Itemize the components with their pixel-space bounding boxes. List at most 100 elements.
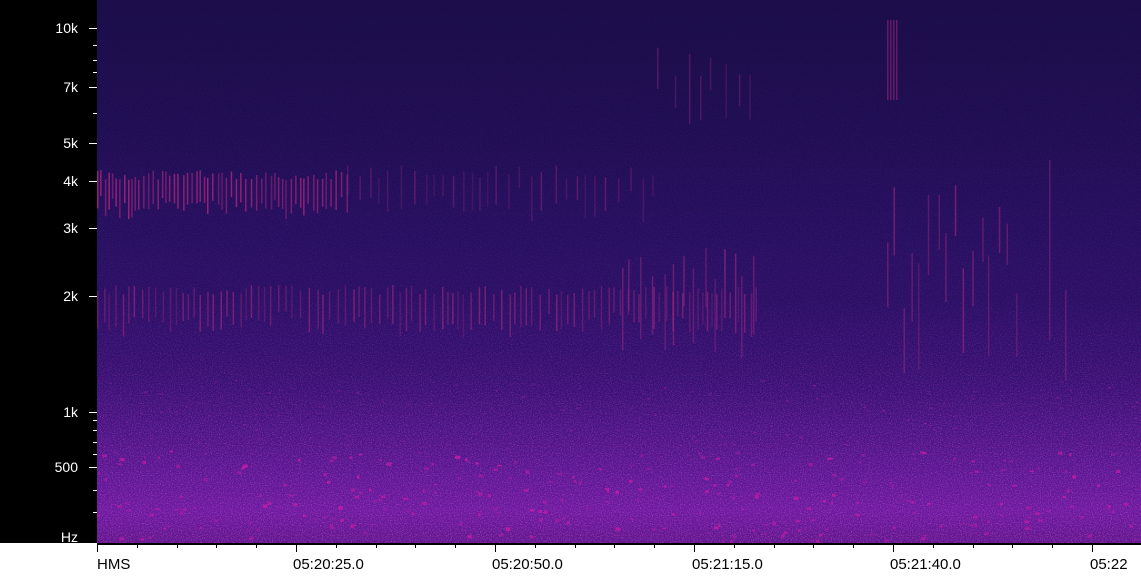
time-label: 05:21:40.0	[890, 556, 961, 573]
streak-3-7k	[138, 180, 140, 210]
freq-tick	[89, 296, 97, 297]
low-freq-speck	[630, 518, 635, 521]
mid-freq-speck	[214, 381, 219, 383]
mid-freq-speck	[924, 422, 927, 425]
mid-freq-speck	[366, 437, 369, 440]
low-freq-speck	[784, 531, 788, 534]
low-freq-speck	[119, 457, 125, 462]
low-freq-speck	[465, 458, 468, 462]
streak-2k	[285, 285, 287, 312]
low-freq-speck	[808, 463, 814, 467]
mid-freq-speck	[953, 415, 957, 417]
mid-freq-speck	[899, 440, 902, 442]
streak-3-7k	[347, 165, 349, 195]
low-freq-speck	[1107, 505, 1111, 508]
mid-freq-speck	[318, 412, 320, 415]
streak-right-high	[887, 20, 889, 100]
streak-3-7k	[604, 177, 607, 211]
low-freq-speck	[832, 473, 837, 477]
mid-freq-speck	[128, 446, 131, 449]
streak-mid	[692, 268, 695, 343]
low-freq-speck	[104, 478, 108, 482]
freq-tick	[89, 143, 97, 144]
low-freq-speck	[283, 483, 287, 487]
low-freq-speck	[586, 506, 589, 510]
low-freq-speck	[579, 480, 582, 485]
mid-freq-speck	[351, 415, 354, 418]
streak-2k	[462, 294, 465, 338]
freq-minor-tick	[93, 60, 97, 61]
mid-freq-speck	[732, 443, 736, 446]
streak-high	[700, 76, 702, 121]
mid-freq-speck	[435, 413, 438, 415]
spectrogram-display[interactable]	[97, 0, 1141, 543]
low-freq-speck	[1011, 484, 1017, 487]
time-minor-tick	[535, 543, 536, 548]
streak-3-7k	[191, 172, 193, 204]
low-freq-speck	[140, 538, 144, 541]
mid-freq-speck	[267, 392, 271, 394]
streak-right	[998, 207, 1001, 253]
low-freq-speck	[732, 496, 735, 500]
mid-freq-speck	[495, 390, 498, 392]
streak-mid	[672, 264, 675, 346]
low-freq-speck	[340, 519, 344, 522]
low-freq-speck	[117, 505, 123, 508]
streak-2k	[299, 290, 302, 318]
low-freq-speck	[782, 533, 786, 536]
streak-2k	[688, 291, 691, 333]
mid-freq-speck	[548, 445, 551, 447]
low-freq-speck	[256, 528, 260, 531]
low-freq-speck	[529, 509, 535, 512]
streak-high	[657, 47, 659, 89]
streak-2k	[128, 286, 130, 324]
low-freq-speck	[884, 539, 890, 542]
time-minor-tick	[177, 543, 178, 548]
mid-freq-speck	[1108, 387, 1112, 389]
streak-high	[725, 64, 727, 118]
mid-freq-speck	[248, 389, 251, 391]
low-freq-speck	[712, 484, 718, 487]
low-freq-speck	[735, 467, 739, 471]
mid-freq-speck	[235, 380, 238, 382]
low-freq-speck	[182, 508, 187, 512]
mid-freq-speck	[637, 417, 641, 419]
low-freq-speck	[567, 521, 570, 525]
mid-freq-speck	[786, 400, 790, 402]
low-freq-speck	[705, 478, 709, 481]
low-freq-speck	[251, 536, 254, 539]
mid-freq-speck	[1135, 401, 1139, 404]
streak-mid	[714, 278, 716, 352]
mid-freq-speck	[204, 446, 207, 449]
mid-freq-speck	[833, 454, 837, 457]
mid-freq-speck	[255, 429, 259, 431]
mid-freq-speck	[520, 382, 524, 384]
low-freq-speck	[751, 463, 755, 467]
streak-isolated	[1049, 160, 1051, 340]
streak-2k	[638, 294, 640, 323]
mid-freq-speck	[454, 384, 458, 386]
low-freq-speck	[815, 539, 820, 543]
mid-freq-speck	[813, 385, 816, 387]
low-freq-speck	[987, 520, 990, 524]
low-freq-speck	[293, 503, 298, 507]
streak-3-7k	[321, 178, 324, 207]
time-minor-tick	[933, 543, 934, 548]
streak-2k	[581, 288, 584, 332]
streak-3-7k	[196, 171, 198, 204]
streak-2k	[750, 293, 753, 337]
mid-freq-speck	[277, 415, 280, 417]
streak-2k	[548, 288, 550, 314]
mid-freq-speck	[932, 428, 936, 431]
low-freq-speck	[338, 506, 343, 510]
mid-freq-speck	[683, 447, 687, 449]
mid-freq-speck	[115, 452, 119, 454]
mid-freq-speck	[356, 392, 359, 394]
streak-3-7k	[281, 178, 284, 209]
streak-3-7k	[642, 178, 645, 223]
streak-3-7k	[400, 165, 403, 210]
mid-freq-speck	[219, 432, 221, 434]
streak-3-7k	[108, 172, 110, 210]
streak-3-7k	[143, 176, 145, 209]
streak-right	[972, 250, 974, 307]
